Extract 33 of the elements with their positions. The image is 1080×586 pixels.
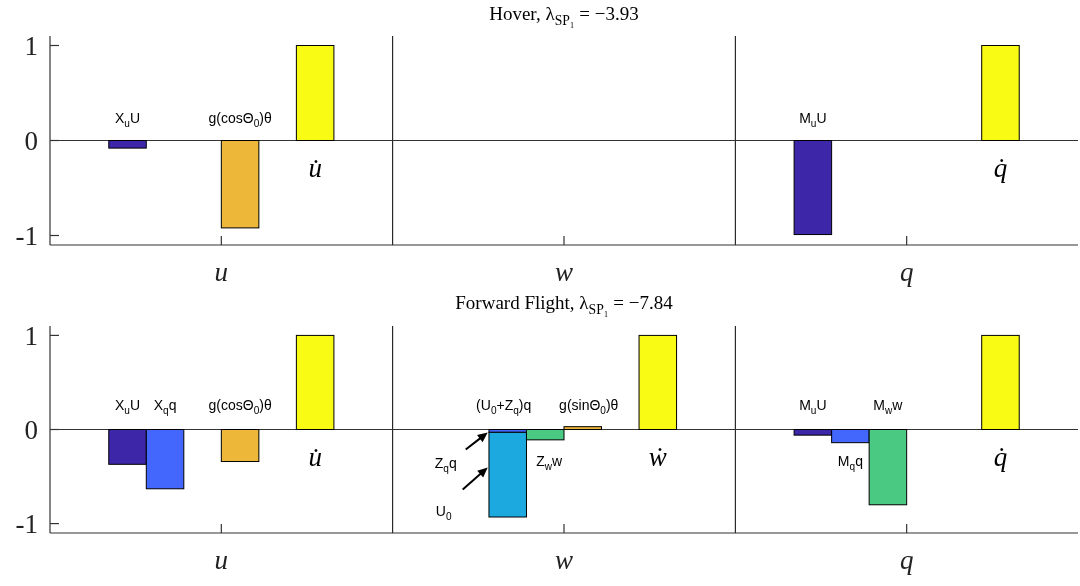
chart-title: Hover, λ$_{SP₁}$ = −3.93 — [489, 3, 639, 28]
chart-title: Forward Flight, λ$_{SP₁}$ = −7.84 — [455, 292, 674, 317]
annotation: M$_{u}$U — [799, 396, 827, 415]
annotation: u̇ — [308, 441, 322, 472]
annotation: M$_{q}$q — [837, 452, 863, 471]
annotation: Z$_{w}$w — [536, 452, 564, 471]
annotation: X$_{u}$U — [114, 109, 141, 128]
y-tick-label: 1 — [24, 30, 38, 61]
annotation: q̇ — [993, 152, 1008, 183]
annotation: U$_{0}$ — [435, 502, 452, 521]
y-tick-label: -1 — [15, 509, 38, 540]
y-tick-label: 0 — [24, 414, 38, 445]
x-tick-label: u — [214, 545, 229, 575]
x-tick-label: w — [554, 257, 574, 287]
annotation: M$_{w}$w — [873, 396, 904, 415]
x-tick-label: u — [214, 257, 229, 287]
annotation: X$_{u}$U — [114, 396, 141, 415]
annotation: g(cosΘ$_{0}$)θ — [208, 109, 272, 128]
annotation: (U$_{0}$+Z$_{q}$)q — [476, 396, 532, 415]
annotation: X$_{q}$q — [153, 396, 177, 415]
annotation: M$_{u}$U — [799, 109, 827, 128]
annotation: u̇ — [308, 152, 322, 183]
x-tick-label: q — [899, 257, 914, 287]
annotation: g(sinΘ$_{0}$)θ — [559, 396, 619, 415]
x-tick-label: q — [899, 545, 914, 575]
y-tick-label: 0 — [24, 125, 38, 156]
annotation: q̇ — [993, 441, 1008, 472]
y-tick-label: 1 — [24, 320, 38, 351]
y-tick-label: -1 — [15, 220, 38, 251]
annotation: ẇ — [648, 441, 667, 472]
annotation: Z$_{q}$q — [434, 454, 457, 473]
x-tick-label: w — [554, 545, 574, 575]
annotation: g(cosΘ$_{0}$)θ — [208, 396, 272, 415]
